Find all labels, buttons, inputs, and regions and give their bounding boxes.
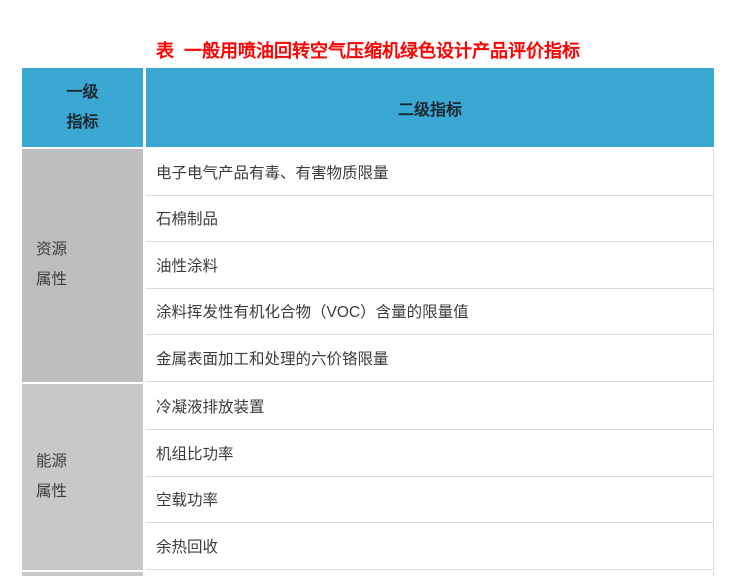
group-energy-label: 能源 属性 bbox=[22, 383, 143, 570]
table-row: 金属表面加工和处理的六价铬限量 bbox=[146, 335, 714, 382]
table-header-row: 一级 指标 二级指标 bbox=[22, 68, 714, 147]
next-group-label-cell bbox=[22, 571, 143, 576]
table-row: 电子电气产品有毒、有害物质限量 bbox=[146, 149, 714, 196]
group-energy-label-line2: 属性 bbox=[36, 482, 68, 500]
next-group-item-cell bbox=[143, 571, 714, 576]
group-energy-attributes: 能源 属性 冷凝液排放装置 机组比功率 空载功率 余热回收 bbox=[22, 383, 714, 570]
table-title: 表 一般用喷油回转空气压缩机绿色设计产品评价指标 bbox=[156, 41, 580, 61]
header-level1-line2: 指标 bbox=[66, 113, 99, 131]
evaluation-indicator-table: 一级 指标 二级指标 资源 属性 电子电气产品有毒、有害物质限量 石棉制品 油性… bbox=[22, 68, 714, 576]
next-group-partial bbox=[22, 571, 714, 576]
group-resource-label-line2: 属性 bbox=[36, 271, 68, 289]
group-resource-attributes: 资源 属性 电子电气产品有毒、有害物质限量 石棉制品 油性涂料 涂料挥发性有机化… bbox=[22, 149, 714, 382]
table-row: 涂料挥发性有机化合物（VOC）含量的限量值 bbox=[146, 288, 714, 335]
group-resource-label-line1: 资源 bbox=[36, 241, 68, 259]
header-level2-indicator: 二级指标 bbox=[146, 68, 714, 147]
group-energy-label-line1: 能源 bbox=[36, 452, 68, 470]
group-energy-items: 冷凝液排放装置 机组比功率 空载功率 余热回收 bbox=[146, 383, 714, 570]
table-row: 冷凝液排放装置 bbox=[146, 383, 714, 430]
group-resource-items: 电子电气产品有毒、有害物质限量 石棉制品 油性涂料 涂料挥发性有机化合物（VOC… bbox=[146, 149, 714, 382]
header-level1-line1: 一级 bbox=[66, 83, 99, 101]
group-resource-label: 资源 属性 bbox=[22, 149, 143, 382]
table-row: 机组比功率 bbox=[146, 430, 714, 477]
table-row: 油性涂料 bbox=[146, 242, 714, 289]
table-row: 石棉制品 bbox=[146, 195, 714, 242]
header-level1-indicator: 一级 指标 bbox=[22, 68, 143, 147]
table-row: 空载功率 bbox=[146, 476, 714, 523]
table-row: 余热回收 bbox=[146, 523, 714, 570]
